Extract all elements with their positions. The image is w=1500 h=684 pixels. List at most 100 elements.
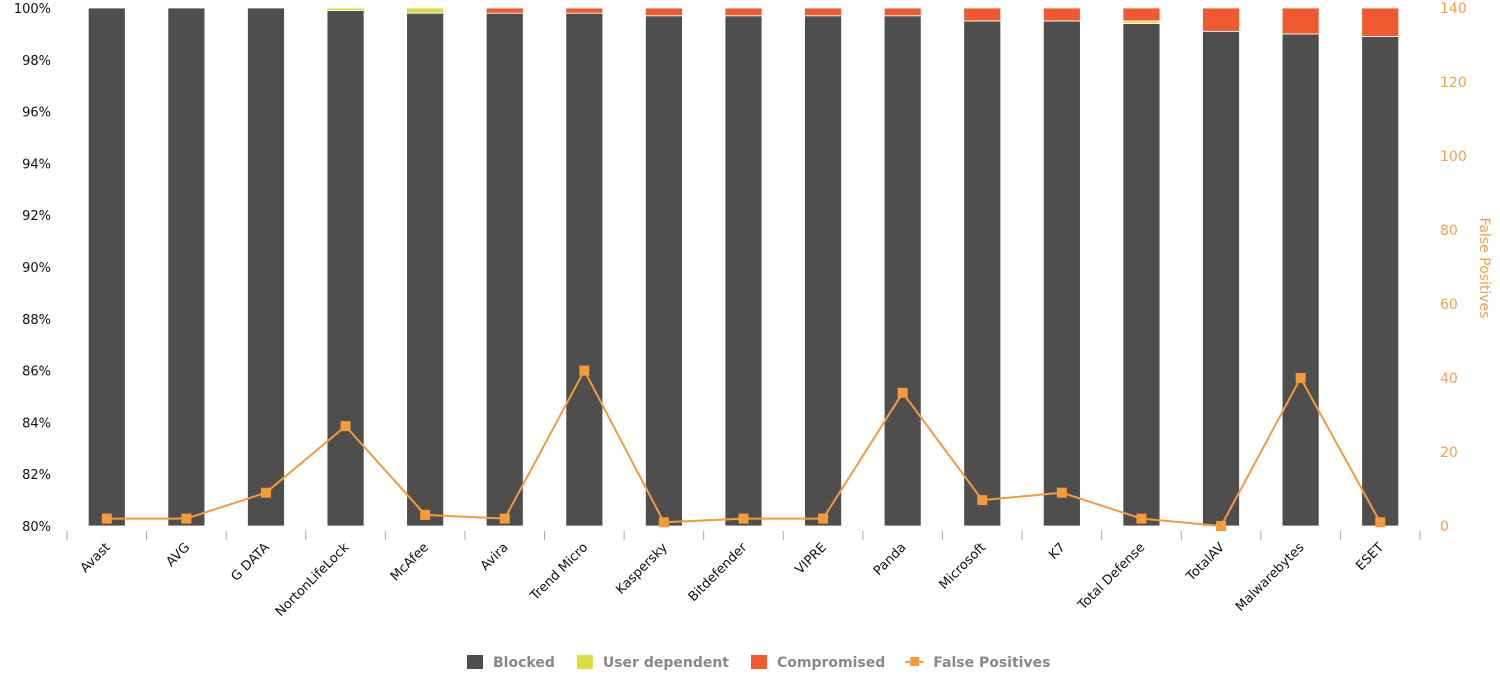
- x-tick-label: G DATA: [228, 540, 272, 584]
- bar-blocked: [724, 15, 763, 527]
- left-tick-label: 80%: [22, 520, 51, 535]
- bar-blocked: [1042, 20, 1081, 527]
- right-tick-label: 20: [1440, 445, 1458, 461]
- bar-compromised: [645, 7, 683, 17]
- bar-compromised: [565, 7, 604, 14]
- bar-blocked: [883, 15, 922, 527]
- false-positives-point: [658, 517, 669, 528]
- bar-blocked: [485, 12, 524, 527]
- x-tick-label: Bitdefender: [686, 540, 751, 605]
- left-tick-label: 84%: [22, 416, 51, 431]
- left-tick-label: 92%: [22, 209, 51, 224]
- right-tick-label: 80: [1440, 223, 1458, 239]
- bar-compromised: [1281, 7, 1320, 35]
- x-tick-label: Panda: [871, 540, 910, 579]
- right-tick-label: 60: [1440, 297, 1458, 313]
- x-tick-label: ESET: [1353, 540, 1387, 574]
- false-positives-point: [738, 513, 749, 524]
- false-positives-point: [1216, 521, 1227, 531]
- bar-compromised: [1122, 7, 1161, 22]
- false-positives-point: [579, 365, 590, 376]
- x-tick-label: AVG: [163, 540, 193, 570]
- legend: Blocked User dependent Compromised False Po…: [467, 655, 1050, 671]
- false-positives-point: [1295, 373, 1306, 383]
- x-tick-label: McAfee: [388, 540, 432, 584]
- bar-blocked: [167, 7, 206, 527]
- left-tick-label: 100%: [14, 2, 51, 17]
- x-tick-label: Total Defense: [1075, 540, 1149, 614]
- bar-compromised: [485, 7, 524, 14]
- left-tick-label: 98%: [22, 54, 51, 69]
- bar-compromised: [724, 7, 763, 17]
- false-positives-point: [818, 513, 829, 524]
- left-tick-label: 90%: [22, 261, 51, 276]
- right-tick-label: 0: [1440, 519, 1449, 535]
- legend-swatch-icon: [467, 655, 483, 669]
- bars: [87, 7, 1400, 527]
- bar-blocked: [406, 12, 445, 527]
- legend-marker-icon: [910, 657, 920, 666]
- x-axis: Avast AVG G DATA NortonLifeLock McAfee Avira T…: [66, 531, 1421, 620]
- legend-label: Blocked: [493, 655, 555, 671]
- false-positives-point: [977, 495, 988, 506]
- bar-blocked: [645, 15, 683, 527]
- bar-blocked: [87, 7, 126, 527]
- false-positives-point: [1136, 513, 1147, 524]
- bar-blocked: [565, 12, 604, 527]
- left-tick-label: 96%: [22, 106, 51, 121]
- false-positives-point: [420, 509, 431, 520]
- x-tick-label: NortonLifeLock: [273, 540, 353, 620]
- bar-blocked: [1361, 36, 1400, 527]
- bar-blocked: [1122, 23, 1161, 527]
- bar-compromised: [1202, 7, 1240, 32]
- false-positives-line: [101, 365, 1386, 531]
- bar-blocked: [804, 15, 842, 527]
- false-positives-point: [340, 421, 351, 432]
- bar-blocked: [326, 10, 365, 527]
- left-tick-label: 94%: [22, 157, 51, 172]
- bar-blocked: [1202, 30, 1240, 527]
- right-tick-label: 40: [1440, 371, 1458, 387]
- x-tick-label: Trend Micro: [527, 540, 591, 604]
- legend-swatch-icon: [576, 655, 593, 669]
- false-positives-point: [1056, 487, 1067, 498]
- bar-compromised: [804, 7, 842, 17]
- legend-swatch-icon: [751, 655, 767, 669]
- bar-compromised: [1361, 7, 1400, 37]
- x-tick-label: Malwarebytes: [1233, 540, 1308, 615]
- legend-label: False Positives: [933, 655, 1050, 671]
- bar-compromised: [1042, 7, 1081, 22]
- false-positives-point: [897, 387, 908, 398]
- left-tick-label: 82%: [22, 468, 51, 483]
- x-tick-label: VIPRE: [793, 540, 830, 577]
- right-axis: 0 20 40 60 80 100 120 140: [1440, 1, 1467, 535]
- right-tick-label: 120: [1440, 75, 1467, 91]
- bar-user-dependent: [326, 7, 365, 11]
- right-axis-title: False Positives: [1476, 218, 1492, 319]
- right-tick-label: 140: [1440, 1, 1467, 17]
- x-tick-label: Microsoft: [937, 540, 989, 592]
- x-tick-label: Avast: [78, 540, 114, 576]
- x-tick-label: TotalAV: [1183, 540, 1228, 585]
- left-axis: 80% 82% 84% 86% 88% 90% 92% 94% 96% 98% 100%: [14, 2, 51, 535]
- false-positives-point: [181, 513, 192, 524]
- x-tick-label: Kaspersky: [613, 540, 671, 598]
- bar-blocked: [1281, 33, 1320, 527]
- bar-compromised: [963, 7, 1002, 22]
- x-tick-label: Avira: [478, 540, 512, 574]
- false-positives-point: [1375, 517, 1386, 528]
- legend-label: User dependent: [603, 655, 729, 671]
- bar-blocked: [247, 7, 285, 527]
- false-positives-point: [101, 513, 112, 524]
- x-tick-label: K7: [1046, 540, 1068, 562]
- false-positives-point: [499, 513, 510, 524]
- bar-compromised: [883, 7, 922, 17]
- legend-label: Compromised: [777, 655, 885, 671]
- left-tick-label: 86%: [22, 365, 51, 380]
- false-positives-point: [260, 487, 271, 498]
- left-tick-label: 88%: [22, 313, 51, 328]
- bar-blocked: [963, 20, 1002, 527]
- right-tick-label: 100: [1440, 149, 1467, 165]
- bar-user-dependent: [406, 7, 445, 14]
